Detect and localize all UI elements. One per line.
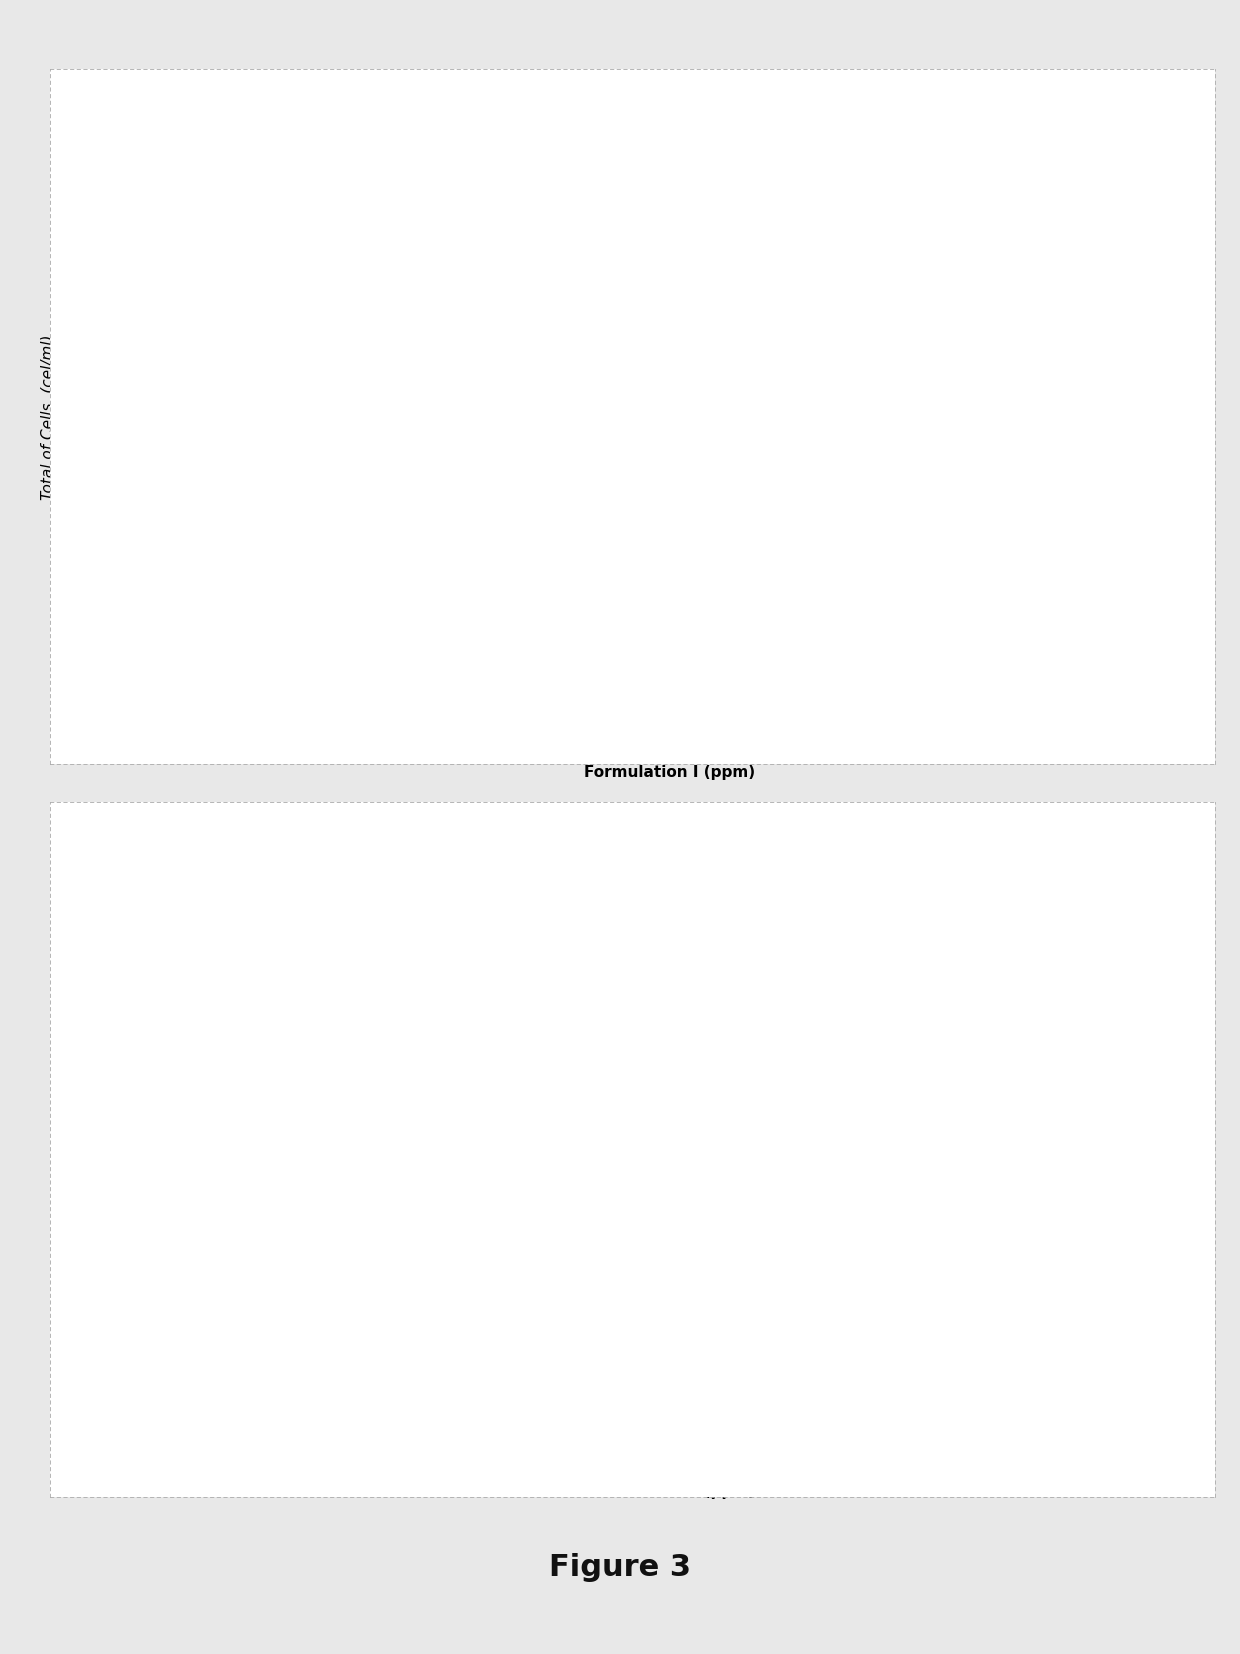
Bar [1090,162,1161,736]
Bar [179,385,249,736]
Bar [439,385,510,736]
Bar [699,883,770,1456]
Bar [569,405,640,736]
Y-axis label: % of Cell Viability: % of Cell Viability [93,1070,108,1204]
X-axis label: Formulation I (ppm): Formulation I (ppm) [584,764,755,779]
Y-axis label: Total of Cells  (cel/ml): Total of Cells (cel/ml) [41,334,56,501]
Bar [309,832,379,1456]
Bar [830,461,900,736]
X-axis label: Formulation I (ppm): Formulation I (ppm) [584,1484,755,1499]
Bar [439,839,510,1456]
Bar [960,1042,1030,1456]
Bar [830,921,900,1456]
Bar [960,513,1030,736]
Bar [569,850,640,1456]
Bar [179,839,249,1456]
Bar [699,405,770,736]
Text: Figure 3: Figure 3 [549,1553,691,1583]
Bar [1090,832,1161,1456]
Bar [309,323,379,736]
